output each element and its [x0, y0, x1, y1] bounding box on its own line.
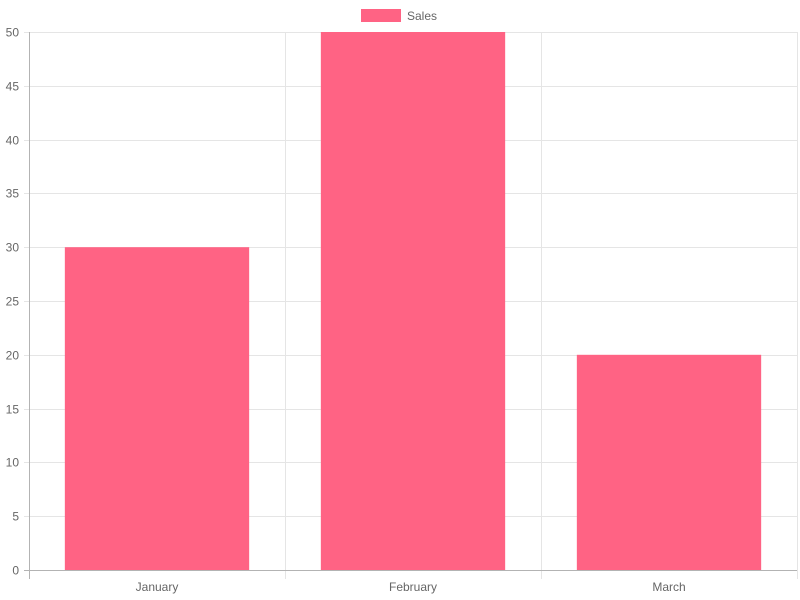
- x-tick-label-march: March: [652, 580, 685, 594]
- x-tick-label-february: February: [389, 580, 437, 594]
- legend-label-sales: Sales: [407, 9, 437, 23]
- y-tick-label-5: 5: [12, 510, 19, 524]
- y-tick-label-25: 25: [6, 295, 20, 309]
- bar-january[interactable]: [64, 247, 250, 570]
- y-tick-label-20: 20: [6, 349, 20, 363]
- y-tick-label-35: 35: [6, 187, 20, 201]
- legend-swatch-sales: [361, 9, 401, 22]
- chart-bars: [64, 32, 762, 570]
- y-tick-label-0: 0: [12, 564, 19, 578]
- bar-march[interactable]: [576, 354, 762, 570]
- y-tick-label-10: 10: [6, 456, 20, 470]
- y-tick-label-40: 40: [6, 134, 20, 148]
- x-tick-label-january: January: [136, 580, 179, 594]
- y-tick-label-45: 45: [6, 80, 20, 94]
- y-tick-label-15: 15: [6, 403, 20, 417]
- chart-legend[interactable]: Sales: [361, 9, 437, 23]
- y-tick-label-50: 50: [6, 26, 20, 40]
- x-axis-tick-labels: January February March: [136, 580, 686, 594]
- y-axis-tick-labels: 0 5 10 15 20 25 30 35 40 45 50: [6, 26, 20, 578]
- y-tick-label-30: 30: [6, 241, 20, 255]
- chart-axes: [24, 32, 797, 579]
- bar-february[interactable]: [320, 32, 506, 570]
